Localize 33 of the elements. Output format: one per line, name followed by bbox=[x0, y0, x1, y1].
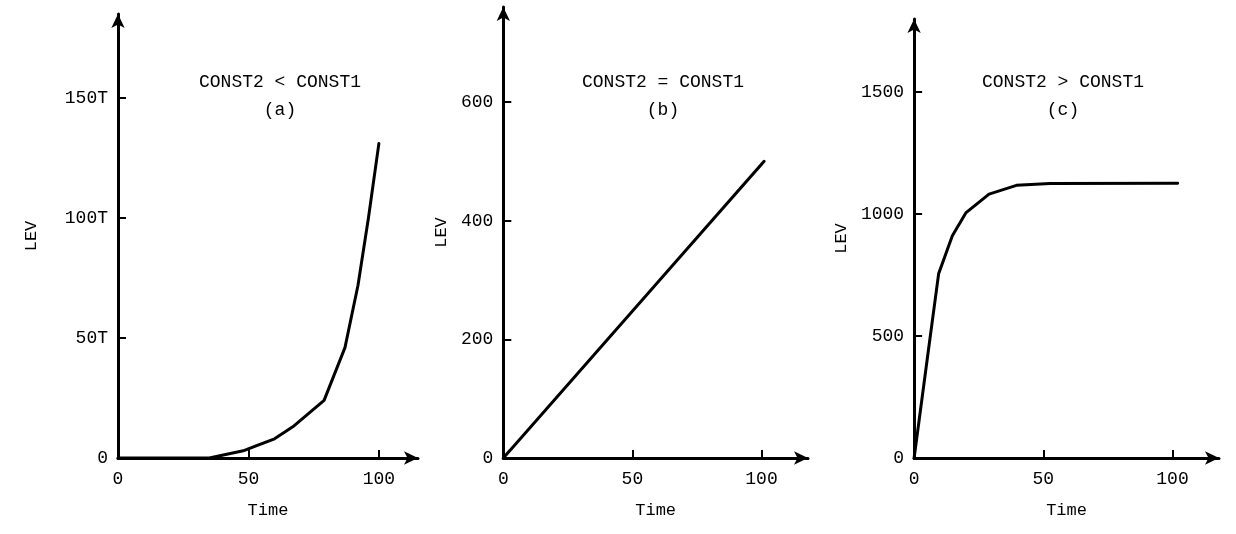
text: CONST2 = CONST1 bbox=[581, 72, 745, 92]
x-tick-label: 100 bbox=[745, 469, 778, 489]
text: CONST2 < CONST1 bbox=[198, 72, 362, 92]
y-tick-label: 1500 bbox=[860, 82, 905, 103]
x-tick-label: 0 bbox=[497, 469, 509, 489]
x-tick-label: 50 bbox=[237, 469, 260, 489]
text: CONST2 > CONST1 bbox=[981, 72, 1145, 92]
y-tick-label: 100T bbox=[64, 208, 109, 228]
y-tick-label: 400 bbox=[460, 210, 494, 231]
x-tick-label: 50 bbox=[1032, 469, 1055, 489]
text: (c) bbox=[1046, 100, 1080, 120]
x-tick-label: 0 bbox=[112, 469, 124, 489]
y-tick-label: 1000 bbox=[860, 204, 905, 225]
x-axis-title: Time bbox=[1046, 501, 1087, 520]
x-axis-title: Time bbox=[635, 501, 677, 520]
x-tick-label: 100 bbox=[1156, 469, 1189, 489]
y-axis-title: LEV bbox=[432, 216, 451, 248]
text: (b) bbox=[646, 100, 680, 120]
y-tick-label: 50T bbox=[75, 328, 109, 348]
y-axis-title: LEV bbox=[832, 222, 851, 254]
y-tick-label: 500 bbox=[871, 326, 905, 347]
y-tick-label: 150T bbox=[64, 88, 109, 108]
x-tick-label: 100 bbox=[362, 469, 396, 489]
text: (a) bbox=[263, 100, 297, 120]
y-tick-label: 200 bbox=[460, 329, 494, 350]
y-tick-label: 0 bbox=[97, 448, 108, 468]
x-tick-label: 50 bbox=[621, 469, 644, 489]
y-tick-label: 600 bbox=[460, 91, 494, 112]
y-axis-title: LEV bbox=[22, 219, 41, 252]
x-axis-title: Time bbox=[247, 501, 289, 520]
y-tick-label: 0 bbox=[482, 448, 494, 468]
y-tick-label: 0 bbox=[893, 448, 905, 468]
x-tick-label: 0 bbox=[908, 469, 920, 489]
